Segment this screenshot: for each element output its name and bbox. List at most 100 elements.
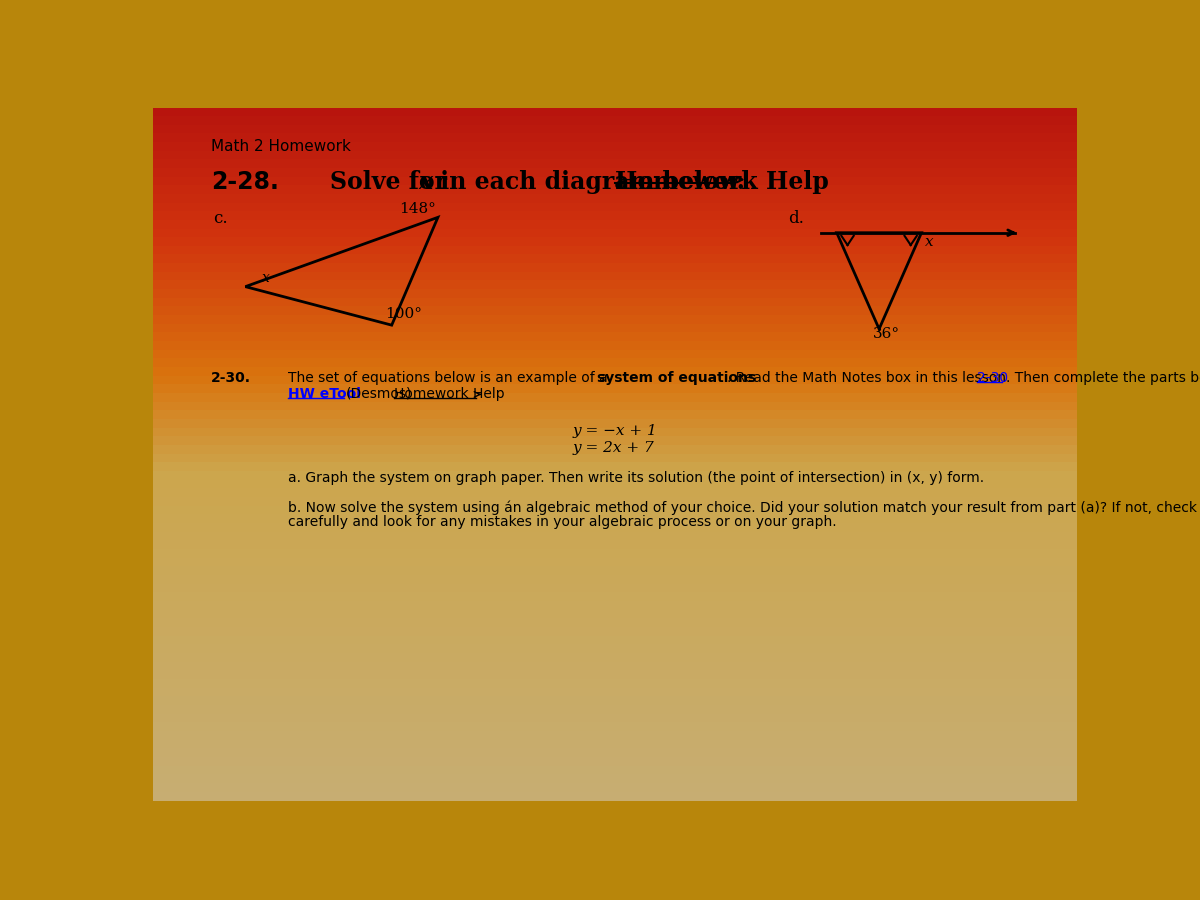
Bar bbox=[154, 463, 1078, 472]
Text: 100°: 100° bbox=[385, 307, 422, 321]
Bar bbox=[154, 584, 1078, 593]
Bar bbox=[154, 289, 1078, 299]
Bar bbox=[154, 324, 1078, 333]
Bar bbox=[154, 341, 1078, 351]
Bar bbox=[154, 246, 1078, 256]
Bar bbox=[154, 358, 1078, 368]
Bar bbox=[154, 497, 1078, 507]
Text: a. Graph the system on graph paper. Then write its solution (the point of inters: a. Graph the system on graph paper. Then… bbox=[288, 472, 984, 485]
Bar bbox=[154, 212, 1078, 220]
Text: 36°: 36° bbox=[872, 327, 900, 341]
Bar bbox=[154, 298, 1078, 307]
Bar bbox=[154, 644, 1078, 653]
Text: 2-30: 2-30 bbox=[977, 372, 1008, 385]
Bar bbox=[154, 480, 1078, 490]
Bar bbox=[154, 592, 1078, 602]
Text: Homework Help: Homework Help bbox=[394, 387, 505, 400]
Bar bbox=[154, 194, 1078, 203]
Bar bbox=[154, 523, 1078, 533]
Text: c.: c. bbox=[214, 210, 228, 227]
Bar bbox=[154, 766, 1078, 775]
Bar bbox=[154, 714, 1078, 723]
Bar bbox=[154, 609, 1078, 619]
Text: system of equations: system of equations bbox=[598, 372, 756, 385]
Text: Homework Help: Homework Help bbox=[616, 169, 829, 194]
Bar bbox=[154, 688, 1078, 697]
Bar bbox=[154, 540, 1078, 550]
Bar bbox=[154, 307, 1078, 316]
Bar bbox=[154, 107, 1078, 117]
Bar bbox=[154, 662, 1078, 671]
Bar bbox=[154, 627, 1078, 636]
Bar bbox=[154, 506, 1078, 515]
Text: y = 2x + 7: y = 2x + 7 bbox=[572, 441, 654, 454]
Bar bbox=[154, 263, 1078, 273]
Bar bbox=[154, 566, 1078, 576]
Bar bbox=[154, 635, 1078, 645]
Bar bbox=[154, 350, 1078, 359]
Bar bbox=[154, 159, 1078, 168]
Text: 148°: 148° bbox=[400, 202, 437, 216]
Bar bbox=[154, 489, 1078, 498]
Text: HW eTool: HW eTool bbox=[288, 387, 361, 400]
Bar bbox=[154, 185, 1078, 194]
Bar bbox=[154, 731, 1078, 741]
Bar bbox=[154, 697, 1078, 706]
Bar bbox=[154, 332, 1078, 342]
Bar bbox=[154, 740, 1078, 749]
Bar bbox=[154, 705, 1078, 715]
Bar bbox=[154, 558, 1078, 567]
Bar bbox=[154, 515, 1078, 524]
Bar bbox=[154, 116, 1078, 125]
Bar bbox=[154, 436, 1078, 446]
Text: in each diagram below.: in each diagram below. bbox=[432, 169, 761, 194]
Bar bbox=[154, 575, 1078, 584]
Bar bbox=[154, 471, 1078, 481]
Bar bbox=[154, 229, 1078, 238]
Text: x: x bbox=[263, 271, 270, 285]
Bar bbox=[154, 748, 1078, 758]
Text: x: x bbox=[419, 169, 433, 194]
Bar bbox=[154, 176, 1078, 186]
Text: Solve for: Solve for bbox=[330, 169, 455, 194]
Text: 2-30.: 2-30. bbox=[211, 372, 251, 385]
Text: (Desmos): (Desmos) bbox=[346, 387, 412, 400]
Bar bbox=[154, 133, 1078, 142]
Bar bbox=[154, 670, 1078, 680]
Bar bbox=[154, 255, 1078, 264]
Bar bbox=[154, 454, 1078, 464]
Bar bbox=[154, 401, 1078, 411]
Text: x: x bbox=[925, 235, 934, 249]
Bar bbox=[154, 774, 1078, 784]
Text: The set of equations below is an example of a: The set of equations below is an example… bbox=[288, 372, 612, 385]
Bar bbox=[154, 168, 1078, 177]
Bar bbox=[154, 792, 1078, 801]
Bar bbox=[154, 142, 1078, 151]
Bar bbox=[154, 367, 1078, 376]
Bar bbox=[154, 124, 1078, 134]
Bar bbox=[154, 384, 1078, 394]
Bar bbox=[154, 601, 1078, 610]
Bar bbox=[154, 419, 1078, 428]
Bar bbox=[154, 723, 1078, 732]
Bar bbox=[154, 757, 1078, 767]
Bar bbox=[154, 532, 1078, 541]
Bar bbox=[154, 150, 1078, 160]
Text: carefully and look for any mistakes in your algebraic process or on your graph.: carefully and look for any mistakes in y… bbox=[288, 515, 836, 528]
Bar bbox=[154, 238, 1078, 247]
Text: Math 2 Homework: Math 2 Homework bbox=[211, 139, 350, 154]
Bar bbox=[154, 428, 1078, 437]
Text: . Read the Math Notes box in this lesson. Then complete the parts below.: . Read the Math Notes box in this lesson… bbox=[727, 372, 1200, 385]
Bar bbox=[154, 410, 1078, 419]
Text: 2-28.: 2-28. bbox=[211, 169, 278, 194]
Bar bbox=[154, 783, 1078, 792]
Bar bbox=[154, 202, 1078, 211]
Bar bbox=[154, 220, 1078, 230]
Bar bbox=[154, 549, 1078, 558]
Bar bbox=[154, 393, 1078, 402]
Text: y = −x + 1: y = −x + 1 bbox=[572, 424, 658, 437]
Text: b. Now solve the system using án algebraic method of your choice. Did your solut: b. Now solve the system using án algebra… bbox=[288, 500, 1200, 515]
Bar bbox=[154, 679, 1078, 688]
Bar bbox=[154, 315, 1078, 325]
Bar bbox=[154, 446, 1078, 454]
